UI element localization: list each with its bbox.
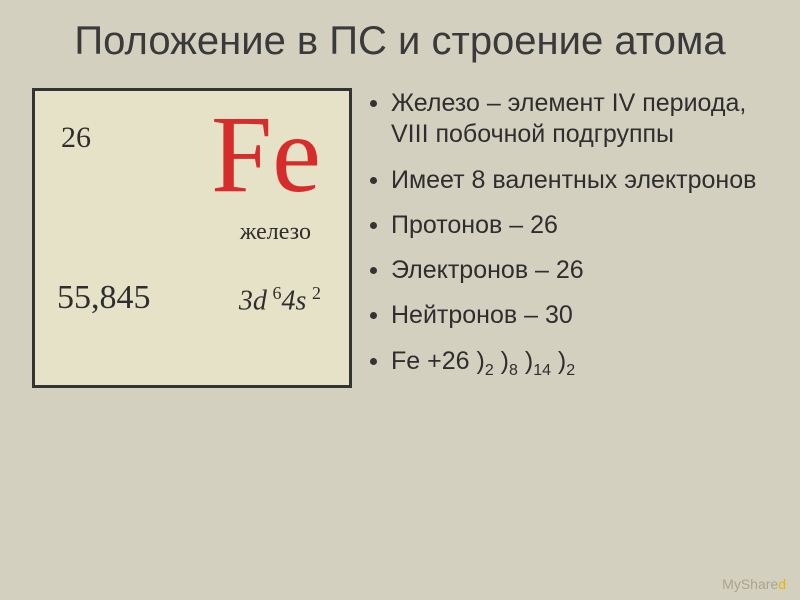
watermark-accent: d	[778, 576, 786, 592]
atomic-mass: 55,845	[57, 279, 151, 317]
watermark: MyShared	[722, 576, 786, 592]
bullet-text: Железо – элемент IV периода, VIII побочн…	[391, 88, 776, 151]
element-symbol: Fe	[211, 99, 321, 209]
bullet-text: Имеет 8 валентных электронов	[391, 165, 756, 196]
electron-config: 3d 64s 2	[239, 283, 321, 317]
bullet-dot-icon	[370, 312, 377, 319]
shell-text: Fe +26 )2 )8 )14 )2	[391, 346, 575, 381]
bullet-dot-icon	[370, 100, 377, 107]
bullet-item: Железо – элемент IV периода, VIII побочн…	[370, 88, 776, 151]
bullet-item: Нейтронов – 30	[370, 300, 776, 331]
bullet-item: Протонов – 26	[370, 210, 776, 241]
bullet-item: Электронов – 26	[370, 255, 776, 286]
bullet-item: Имеет 8 валентных электронов	[370, 165, 776, 196]
atomic-number: 26	[61, 121, 91, 155]
content-area: 26 Fe железо 55,845 3d 64s 2 Железо – эл…	[0, 88, 800, 395]
slide-title: Положение в ПС и строение атома	[0, 0, 800, 88]
bullet-dot-icon	[370, 358, 377, 365]
bullet-text: Нейтронов – 30	[391, 300, 573, 331]
bullet-list: Железо – элемент IV периода, VIII побочн…	[370, 88, 776, 395]
bullet-item-shell: Fe +26 )2 )8 )14 )2	[370, 346, 776, 381]
element-name: железо	[240, 219, 311, 246]
bullet-dot-icon	[370, 222, 377, 229]
bullet-text: Электронов – 26	[391, 255, 584, 286]
bullet-text: Протонов – 26	[391, 210, 558, 241]
watermark-text: MyShare	[722, 576, 778, 592]
bullet-dot-icon	[370, 267, 377, 274]
bullet-dot-icon	[370, 177, 377, 184]
element-tile: 26 Fe железо 55,845 3d 64s 2	[32, 88, 352, 388]
